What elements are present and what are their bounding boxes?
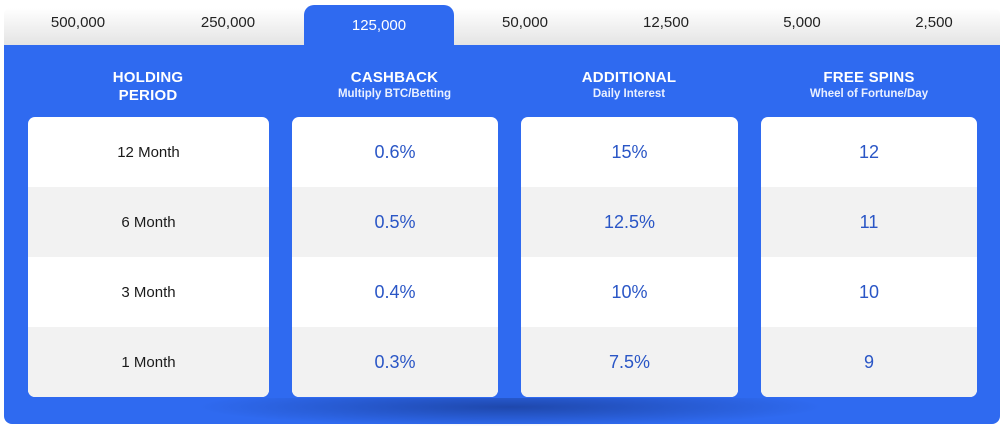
additional-interest-card: 15% 12.5% 10% 7.5% xyxy=(521,117,738,397)
period-label: 6 Month xyxy=(121,213,176,231)
list-item: 6 Month xyxy=(28,187,269,257)
cashback-subtitle: Multiply BTC/Betting xyxy=(337,88,452,100)
interest-value: 12.5% xyxy=(603,211,656,232)
holding-period-header: HOLDING PERIOD xyxy=(28,69,268,105)
list-item: 15% xyxy=(521,117,738,187)
rewards-panel: HOLDING PERIOD CASHBACK Multiply BTC/Bet… xyxy=(4,45,1000,424)
list-item: 0.3% xyxy=(292,327,498,397)
additional-header: ADDITIONAL Daily Interest xyxy=(520,69,738,101)
spins-value: 10 xyxy=(858,281,880,302)
spins-value: 9 xyxy=(863,351,874,372)
additional-subtitle: Daily Interest xyxy=(592,88,666,100)
tab-500000[interactable]: 500,000 xyxy=(50,14,106,31)
additional-title: ADDITIONAL xyxy=(581,69,677,86)
list-item: 12.5% xyxy=(521,187,738,257)
interest-value: 10% xyxy=(611,281,648,302)
interest-value: 7.5% xyxy=(608,351,651,372)
tab-2500[interactable]: 2,500 xyxy=(915,14,953,31)
holding-period-title-line2: PERIOD xyxy=(118,87,178,104)
amount-tabs-bar xyxy=(4,8,1000,46)
list-item: 0.5% xyxy=(292,187,498,257)
free-spins-card: 12 11 10 9 xyxy=(761,117,977,397)
tab-50000[interactable]: 50,000 xyxy=(502,14,548,31)
tab-250000[interactable]: 250,000 xyxy=(200,14,256,31)
list-item: 0.4% xyxy=(292,257,498,327)
tab-5000[interactable]: 5,000 xyxy=(783,14,821,31)
free-spins-header: FREE SPINS Wheel of Fortune/Day xyxy=(760,69,978,101)
list-item: 10% xyxy=(521,257,738,327)
cashback-value: 0.5% xyxy=(374,211,416,232)
cashback-header: CASHBACK Multiply BTC/Betting xyxy=(291,69,498,101)
cashback-value: 0.4% xyxy=(374,281,416,302)
list-item: 11 xyxy=(761,187,977,257)
list-item: 9 xyxy=(761,327,977,397)
tab-125000[interactable]: 125,000 xyxy=(304,5,454,47)
list-item: 0.6% xyxy=(292,117,498,187)
interest-value: 15% xyxy=(611,141,648,162)
list-item: 10 xyxy=(761,257,977,327)
list-item: 3 Month xyxy=(28,257,269,327)
cashback-value: 0.6% xyxy=(374,141,416,162)
cashback-title: CASHBACK xyxy=(350,69,439,86)
holding-period-card: 12 Month 6 Month 3 Month 1 Month xyxy=(28,117,269,397)
spins-value: 12 xyxy=(858,141,880,162)
cashback-card: 0.6% 0.5% 0.4% 0.3% xyxy=(292,117,498,397)
free-spins-subtitle: Wheel of Fortune/Day xyxy=(809,88,929,100)
list-item: 7.5% xyxy=(521,327,738,397)
tab-12500[interactable]: 12,500 xyxy=(643,14,689,31)
list-item: 12 xyxy=(761,117,977,187)
list-item: 12 Month xyxy=(28,117,269,187)
list-item: 1 Month xyxy=(28,327,269,397)
period-label: 12 Month xyxy=(117,143,180,161)
period-label: 1 Month xyxy=(121,353,176,371)
period-label: 3 Month xyxy=(121,283,176,301)
free-spins-title: FREE SPINS xyxy=(823,69,915,86)
cashback-value: 0.3% xyxy=(374,351,416,372)
holding-period-title-line1: HOLDING xyxy=(112,69,184,86)
spins-value: 11 xyxy=(859,211,879,232)
